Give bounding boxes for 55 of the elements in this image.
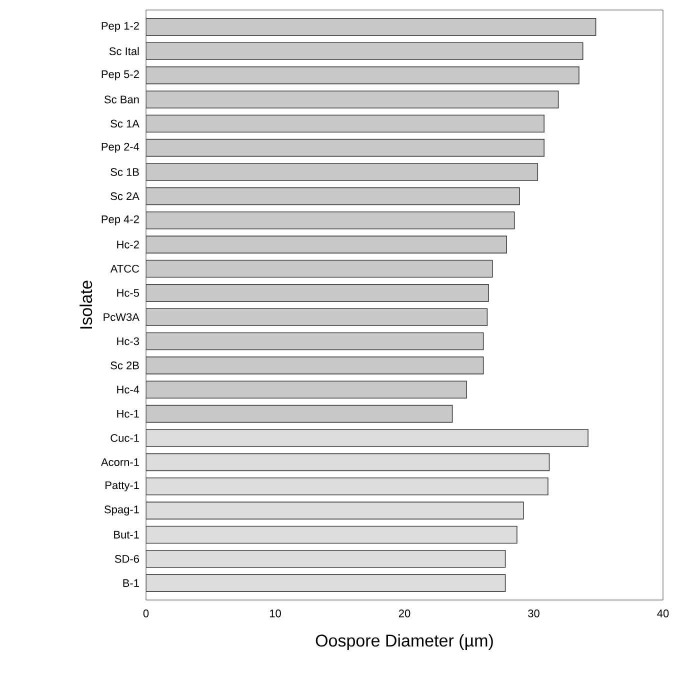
y-tick-label: PcW3A [104, 313, 140, 321]
x-axis-title: Oospore Diameter (µm) [316, 634, 493, 650]
y-tick-label: ATCC [110, 264, 140, 273]
bar [146, 429, 588, 447]
bar [146, 187, 520, 206]
y-tick-label: Spag-1 [104, 506, 139, 516]
y-tick-label: Patty-1 [106, 481, 139, 492]
bar [146, 550, 506, 568]
y-tick-label: Sc 1A [110, 120, 140, 128]
bar [146, 163, 538, 181]
x-tick-label: 40 [657, 610, 669, 618]
bar [146, 332, 484, 350]
y-tick-label: B-1 [123, 579, 139, 587]
y-axis-title: Isolate [80, 280, 92, 328]
x-tick-label: 30 [528, 610, 540, 618]
bar [146, 502, 524, 520]
y-tick-label: Pep 5-2 [102, 70, 139, 80]
bar [146, 526, 518, 544]
y-tick-label: Hc-1 [117, 410, 139, 418]
y-tick-label: Hc-4 [117, 386, 140, 394]
y-tick-label: Acorn-1 [100, 458, 139, 466]
bar [146, 90, 559, 108]
bar [146, 42, 584, 60]
y-tick-label: SD-6 [114, 555, 139, 563]
y-tick-label: Sc Ban [104, 96, 139, 104]
bar [146, 66, 580, 84]
bar [146, 211, 515, 230]
bar [146, 114, 544, 133]
y-tick-label: Cuc-1 [110, 434, 139, 442]
bar [146, 380, 467, 399]
y-tick-label: Sc 1B [110, 168, 139, 176]
y-tick-label: Pep 4-2 [102, 215, 139, 226]
x-tick-label: 20 [398, 610, 410, 618]
y-tick-label: Hc-3 [117, 337, 139, 346]
bar [146, 236, 508, 254]
bar [146, 477, 548, 496]
bar [146, 138, 544, 157]
bar [146, 260, 493, 278]
bar [146, 18, 596, 36]
y-tick-label: Pep 2-4 [102, 142, 140, 153]
y-tick-label: Sc 2B [110, 362, 139, 370]
bar [146, 574, 506, 592]
y-tick-label: But-1 [114, 530, 139, 539]
x-tick-label: 10 [270, 610, 281, 618]
bar [146, 284, 489, 302]
x-tick-label: 0 [143, 610, 149, 618]
bar [146, 308, 488, 326]
y-tick-label: Sc Ital [109, 47, 139, 56]
y-tick-label: Hc-5 [117, 289, 140, 297]
y-tick-label: Pep 1-2 [102, 22, 139, 32]
y-tick-label: Sc 2A [110, 192, 140, 200]
bar [146, 404, 453, 423]
bar [146, 356, 484, 374]
bar [146, 453, 550, 472]
y-tick-label: Hc-2 [117, 240, 139, 248]
